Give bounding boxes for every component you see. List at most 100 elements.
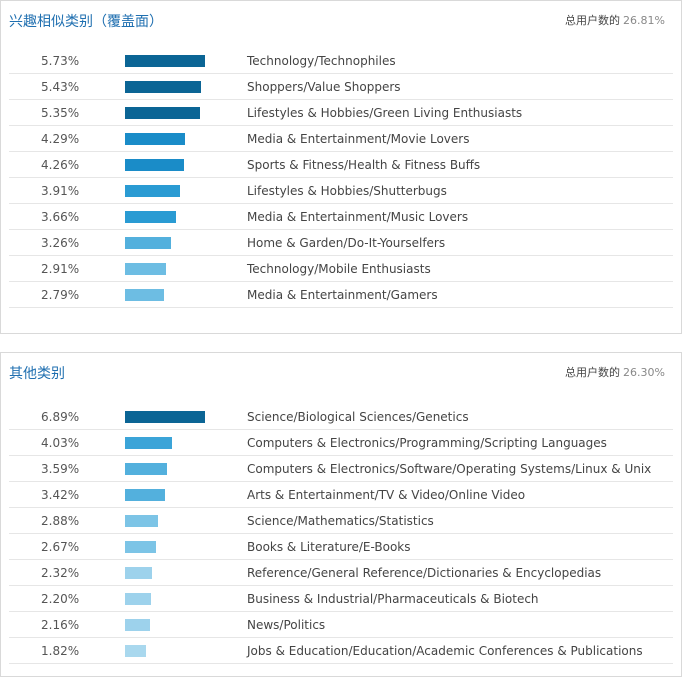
total-users-share: 总用户数的 26.81%: [565, 12, 665, 28]
other-categories-panel: 其他类别 总用户数的 26.30% 6.89% Science/Biological…: [0, 352, 682, 677]
panel-header: 其他类别 总用户数的 26.30%: [9, 363, 665, 383]
category-row: 4.29% Media & Entertainment/Movie Lovers: [9, 126, 673, 152]
category-bar: [125, 185, 180, 197]
category-label: Technology/Technophiles: [247, 54, 396, 68]
category-label: Science/Mathematics/Statistics: [247, 514, 434, 528]
category-bar-track: [125, 463, 205, 475]
category-label: Reference/General Reference/Dictionaries…: [247, 566, 602, 580]
category-bar: [125, 567, 152, 579]
category-label: Lifestyles & Hobbies/Shutterbugs: [247, 184, 447, 198]
category-bar-track: [125, 107, 205, 119]
category-bar-track: [125, 133, 205, 145]
category-label: Arts & Entertainment/TV & Video/Online V…: [247, 488, 526, 502]
category-bar: [125, 107, 200, 119]
category-row: 5.43% Shoppers/Value Shoppers: [9, 74, 673, 100]
category-row: 2.20% Business & Industrial/Pharmaceutica…: [9, 586, 673, 612]
category-bar-track: [125, 567, 205, 579]
category-bar: [125, 645, 146, 657]
category-percentage: 4.03%: [41, 436, 80, 450]
category-row: 1.82% Jobs & Education/Education/Academic…: [9, 638, 673, 664]
category-percentage: 2.16%: [41, 618, 80, 632]
category-row: 5.73% Technology/Technophiles: [9, 48, 673, 74]
total-users-share: 总用户数的 26.30%: [565, 364, 665, 380]
category-label: Home & Garden/Do-It-Yourselfers: [247, 236, 446, 250]
category-bar-track: [125, 81, 205, 93]
category-row: 2.79% Media & Entertainment/Gamers: [9, 282, 673, 308]
category-percentage: 3.66%: [41, 210, 80, 224]
category-bar: [125, 237, 171, 249]
category-row: 2.88% Science/Mathematics/Statistics: [9, 508, 673, 534]
category-label: Jobs & Education/Education/Academic Conf…: [247, 644, 643, 658]
category-label: Media & Entertainment/Movie Lovers: [247, 132, 470, 146]
category-percentage: 6.89%: [41, 410, 80, 424]
category-bar-track: [125, 55, 205, 67]
category-bar-track: [125, 437, 205, 449]
category-bar-track: [125, 515, 205, 527]
category-percentage: 1.82%: [41, 644, 80, 658]
category-row: 3.26% Home & Garden/Do-It-Yourselfers: [9, 230, 673, 256]
category-label: Books & Literature/E-Books: [247, 540, 411, 554]
category-label: Media & Entertainment/Gamers: [247, 288, 438, 302]
total-users-value: 26.30%: [623, 366, 665, 379]
category-bar: [125, 437, 172, 449]
category-row: 3.42% Arts & Entertainment/TV & Video/Onl…: [9, 482, 673, 508]
panel-title: 其他类别: [9, 366, 65, 382]
category-percentage: 2.91%: [41, 262, 80, 276]
category-label: Lifestyles & Hobbies/Green Living Enthus…: [247, 106, 523, 120]
panel-title: 兴趣相似类别（覆盖面）: [9, 14, 163, 30]
total-users-value: 26.81%: [623, 14, 665, 27]
category-bar-track: [125, 211, 205, 223]
category-label: Science/Biological Sciences/Genetics: [247, 410, 469, 424]
category-percentage: 2.79%: [41, 288, 80, 302]
category-percentage: 5.35%: [41, 106, 80, 120]
category-percentage: 5.73%: [41, 54, 80, 68]
category-bar: [125, 463, 167, 475]
category-row: 6.89% Science/Biological Sciences/Genetic…: [9, 404, 673, 430]
category-bar: [125, 489, 165, 501]
category-label: Computers & Electronics/Programming/Scri…: [247, 436, 607, 450]
category-row: 2.91% Technology/Mobile Enthusiasts: [9, 256, 673, 282]
category-row: 2.16% News/Politics: [9, 612, 673, 638]
category-bar: [125, 133, 185, 145]
category-row: 5.35% Lifestyles & Hobbies/Green Living E…: [9, 100, 673, 126]
category-percentage: 2.67%: [41, 540, 80, 554]
category-bar: [125, 263, 166, 275]
total-users-label: 总用户数的: [565, 14, 621, 27]
category-list: 6.89% Science/Biological Sciences/Genetic…: [9, 404, 673, 664]
category-percentage: 4.29%: [41, 132, 80, 146]
category-bar-track: [125, 593, 205, 605]
category-bar-track: [125, 289, 205, 301]
category-label: Shoppers/Value Shoppers: [247, 80, 401, 94]
category-percentage: 3.91%: [41, 184, 80, 198]
category-bar: [125, 81, 201, 93]
affinity-categories-panel: 兴趣相似类别（覆盖面） 总用户数的 26.81% 5.73% Technology/…: [0, 0, 682, 334]
category-label: Computers & Electronics/Software/Operati…: [247, 462, 652, 476]
category-row: 4.03% Computers & Electronics/Programming…: [9, 430, 673, 456]
category-percentage: 3.42%: [41, 488, 80, 502]
category-row: 4.26% Sports & Fitness/Health & Fitness B…: [9, 152, 673, 178]
category-bar-track: [125, 263, 205, 275]
category-bar-track: [125, 237, 205, 249]
category-percentage: 2.32%: [41, 566, 80, 580]
category-percentage: 2.88%: [41, 514, 80, 528]
category-label: News/Politics: [247, 618, 326, 632]
category-percentage: 3.26%: [41, 236, 80, 250]
category-percentage: 5.43%: [41, 80, 80, 94]
category-row: 3.59% Computers & Electronics/Software/Op…: [9, 456, 673, 482]
category-percentage: 4.26%: [41, 158, 80, 172]
category-label: Sports & Fitness/Health & Fitness Buffs: [247, 158, 481, 172]
category-label: Media & Entertainment/Music Lovers: [247, 210, 469, 224]
category-bar: [125, 159, 184, 171]
category-bar-track: [125, 489, 205, 501]
category-label: Business & Industrial/Pharmaceuticals & …: [247, 592, 539, 606]
category-bar-track: [125, 185, 205, 197]
category-percentage: 3.59%: [41, 462, 80, 476]
category-list: 5.73% Technology/Technophiles 5.43% Shopper…: [9, 48, 673, 308]
category-row: 2.32% Reference/General Reference/Diction…: [9, 560, 673, 586]
category-bar: [125, 619, 150, 631]
category-bar: [125, 541, 156, 553]
category-row: 3.66% Media & Entertainment/Music Lovers: [9, 204, 673, 230]
category-bar: [125, 211, 176, 223]
category-bar-track: [125, 411, 205, 423]
total-users-label: 总用户数的: [565, 366, 621, 379]
